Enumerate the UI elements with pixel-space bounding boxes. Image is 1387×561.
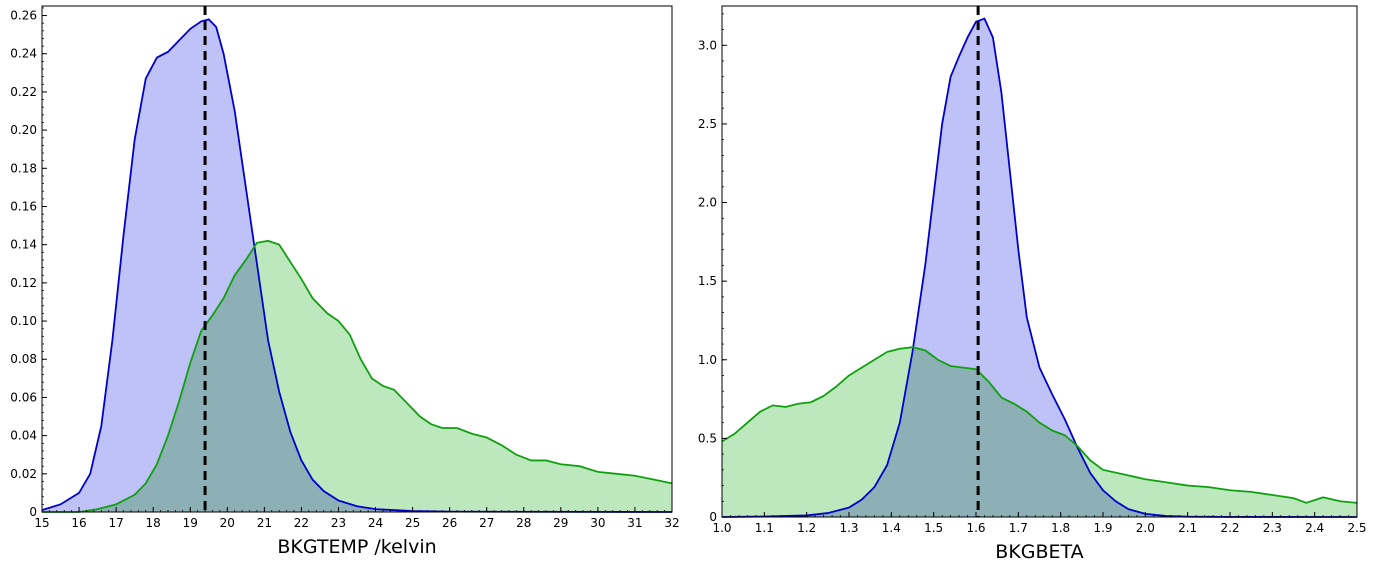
- y-tick-label: 0.10: [10, 314, 37, 328]
- x-tick-label: 32: [664, 516, 679, 530]
- y-tick-label: 0.20: [10, 123, 37, 137]
- x-tick-label: 2.0: [1136, 521, 1155, 535]
- x-tick-label: 23: [331, 516, 346, 530]
- y-tick-label: 0.26: [10, 9, 37, 23]
- x-tick-label: 1.9: [1093, 521, 1112, 535]
- y-tick-label: 0.04: [10, 429, 37, 443]
- x-tick-label: 1.7: [1009, 521, 1028, 535]
- series-0-line: [41, 18, 673, 513]
- y-tick-label: 0: [709, 510, 717, 524]
- x-tick-label: 15: [34, 516, 49, 530]
- x-tick-label: 18: [146, 516, 161, 530]
- x-axis-title: BKGBETA: [995, 541, 1083, 561]
- x-tick-label: 2.4: [1305, 521, 1324, 535]
- y-tick-label: 0.06: [10, 390, 37, 404]
- x-tick-label: 19: [183, 516, 198, 530]
- x-tick-label: 1.1: [755, 521, 774, 535]
- bkgtemp-panel: 15 16 17 18 19 20 21 22 23 24 25 26 27 28 29 30 31 32 0 0.0…: [10, 5, 680, 558]
- x-tick-label: 22: [294, 516, 309, 530]
- x-tick-label: 2.3: [1263, 521, 1282, 535]
- x-tick-label: 17: [108, 516, 123, 530]
- x-tick-label: 31: [627, 516, 642, 530]
- x-tick-label: 1.6: [966, 521, 985, 535]
- x-tick-label: 25: [405, 516, 420, 530]
- x-tick-label: 30: [590, 516, 605, 530]
- y-tick-label: 0.14: [10, 238, 37, 252]
- y-tick-label: 0.12: [10, 276, 37, 290]
- y-tick-label: 1.0: [698, 353, 717, 367]
- y-tick-label: 0.16: [10, 199, 37, 213]
- x-tick-label: 1.2: [797, 521, 816, 535]
- series-0-line: [721, 17, 1358, 518]
- bkgbeta-panel: 1.0 1.1 1.2 1.3 1.4 1.5 1.6 1.7 1.8 1.9 2.0 2.1 2.2 2…: [698, 5, 1367, 561]
- x-tick-label: 1.0: [712, 521, 731, 535]
- y-tick-label: 3.0: [698, 38, 717, 52]
- x-tick-label: 27: [479, 516, 494, 530]
- y-tick-label: 2.5: [698, 117, 717, 131]
- x-tick-label: 1.3: [839, 521, 858, 535]
- series-1-area: [42, 240, 672, 513]
- y-tick-label: 0.08: [10, 352, 37, 366]
- y-tick-label: 0: [29, 505, 37, 519]
- x-tick-label: 1.8: [1051, 521, 1070, 535]
- x-tick-label: 21: [257, 516, 272, 530]
- series-0-area: [722, 18, 1357, 518]
- y-tick-label: 0.22: [10, 85, 37, 99]
- x-tick-label: 1.5: [924, 521, 943, 535]
- plot-frame: [41, 5, 673, 513]
- series-1-line: [42, 239, 673, 513]
- plot-frame: [721, 5, 1358, 518]
- y-tick-label: 2.0: [698, 196, 717, 210]
- x-tick-label: 16: [71, 516, 86, 530]
- y-tick-label: 0.18: [10, 161, 37, 175]
- y-tick-label: 0.24: [10, 47, 37, 61]
- x-tick-label: 28: [516, 516, 531, 530]
- x-axis-title: BKGTEMP /kelvin: [277, 536, 436, 558]
- x-tick-label: 2.2: [1220, 521, 1239, 535]
- x-tick-label: 20: [220, 516, 235, 530]
- x-tick-label: 26: [442, 516, 457, 530]
- x-tick-label: 29: [553, 516, 568, 530]
- x-tick-label: 1.4: [882, 521, 901, 535]
- y-tick-label: 0.5: [698, 431, 717, 445]
- series-1-line: [721, 346, 1358, 504]
- y-tick-label: 1.5: [698, 274, 717, 288]
- x-tick-label: 2.5: [1347, 521, 1366, 535]
- y-tick-label: 0.02: [10, 467, 37, 481]
- x-tick-label: 24: [368, 516, 383, 530]
- x-tick-label: 2.1: [1178, 521, 1197, 535]
